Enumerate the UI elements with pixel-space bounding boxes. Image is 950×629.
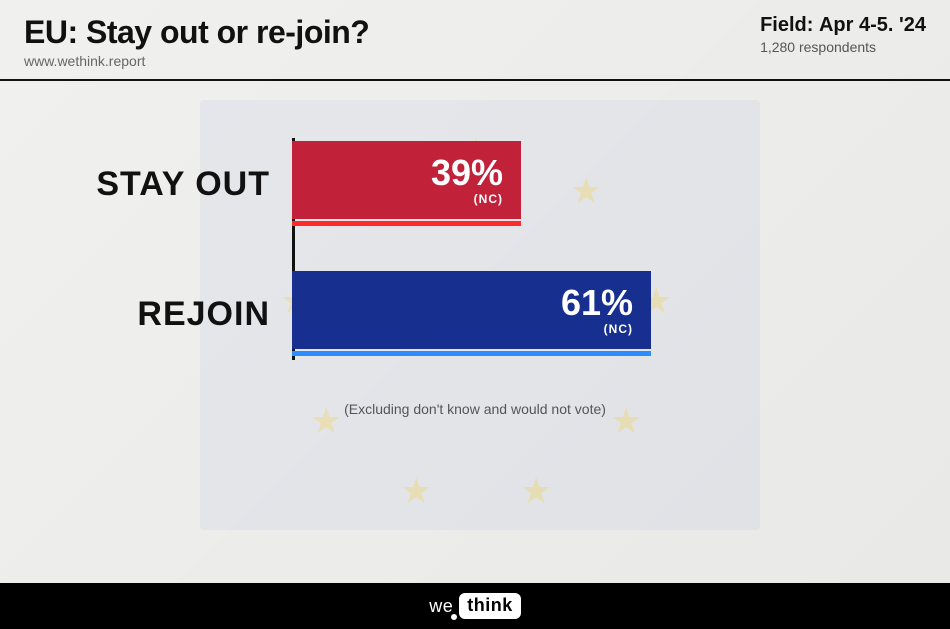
chart-row: REJOIN 61%(NC)	[70, 271, 880, 357]
infographic-canvas: ★ ★ ★ ★ ★ ★ ★ ★ ★ EU: Stay out or re-joi…	[0, 0, 950, 629]
field-value: Apr 4-5. '24	[819, 14, 926, 36]
bar-value-text: 61%	[561, 282, 633, 323]
header-right: Field: Apr 4-5. '24 1,280 respondents	[760, 14, 926, 55]
footer: we think	[0, 583, 950, 629]
header-left: EU: Stay out or re-join? www.wethink.rep…	[24, 14, 369, 69]
fieldwork-dates: Field: Apr 4-5. '24	[760, 14, 926, 37]
brand-text-think: think	[459, 593, 521, 619]
field-label: Field:	[760, 14, 813, 36]
bar-value: 61%(NC)	[561, 285, 633, 335]
bar-track: 39%(NC)	[292, 141, 880, 227]
bar-label: STAY OUT	[70, 165, 292, 204]
bar-value-text: 39%	[431, 152, 503, 193]
bar-note: (NC)	[431, 193, 503, 205]
bar: 39%(NC)	[292, 141, 521, 219]
respondent-count: 1,280 respondents	[760, 39, 926, 55]
chart-row: STAY OUT 39%(NC)	[70, 141, 880, 227]
bar-underline	[292, 221, 521, 226]
page-title: EU: Stay out or re-join?	[24, 14, 369, 51]
bar-note: (NC)	[561, 323, 633, 335]
bar-value: 39%(NC)	[431, 155, 503, 205]
chart-footnote: (Excluding don't know and would not vote…	[70, 401, 880, 417]
chart-rows: STAY OUT39%(NC)REJOIN61%(NC)	[70, 141, 880, 357]
source-url: www.wethink.report	[24, 53, 369, 69]
bar-label: REJOIN	[70, 295, 292, 334]
brand-text-we: we	[429, 596, 453, 617]
bar-track: 61%(NC)	[292, 271, 880, 357]
header: EU: Stay out or re-join? www.wethink.rep…	[0, 0, 950, 81]
bar-underline	[292, 351, 651, 356]
chart-area: STAY OUT39%(NC)REJOIN61%(NC) (Excluding …	[0, 81, 950, 417]
brand-dot-icon	[451, 614, 457, 620]
bar: 61%(NC)	[292, 271, 651, 349]
